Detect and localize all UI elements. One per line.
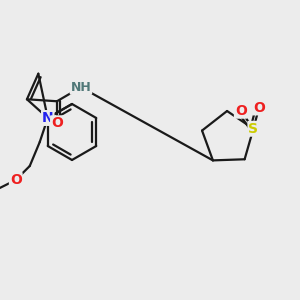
Text: S: S — [248, 122, 258, 136]
Text: O: O — [10, 173, 22, 187]
Text: O: O — [235, 104, 247, 118]
Text: O: O — [253, 100, 265, 115]
Text: N: N — [42, 111, 54, 125]
Text: NH: NH — [70, 81, 91, 94]
Text: O: O — [51, 116, 63, 130]
